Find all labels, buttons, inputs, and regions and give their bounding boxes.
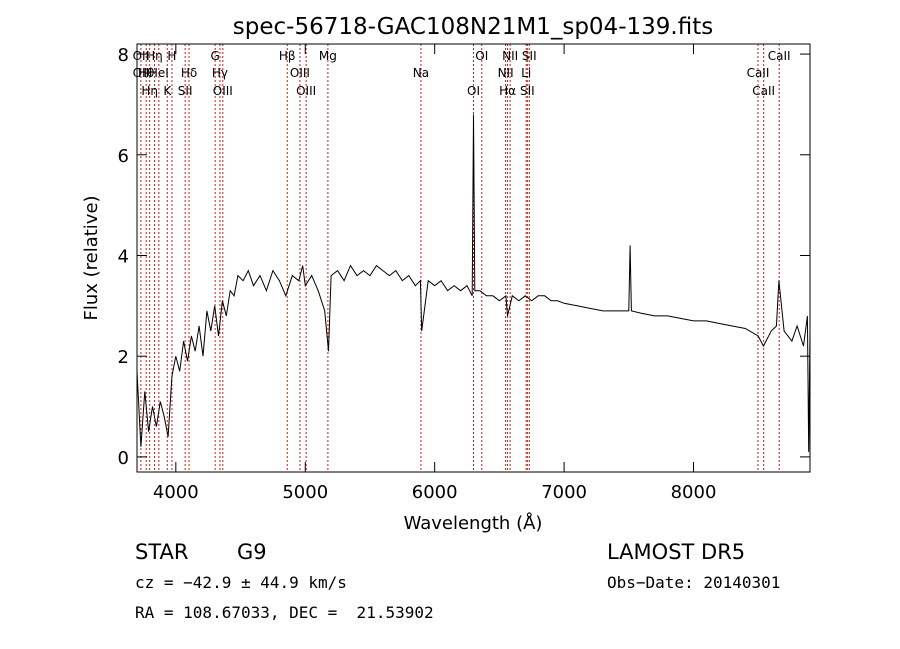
line-label: OIII — [290, 66, 310, 80]
line-label: Hβ — [279, 49, 296, 63]
x-tick-label: 6000 — [412, 482, 458, 503]
coordinates: RA = 108.67033, DEC = 21.53902 — [135, 603, 434, 622]
line-label: Mg — [319, 49, 337, 63]
emission-line-markers — [140, 44, 780, 472]
line-label: NII — [498, 66, 514, 80]
x-tick-label: 8000 — [671, 482, 717, 503]
line-label: OI — [467, 84, 480, 98]
line-label: K — [163, 84, 172, 98]
plot-frame — [136, 43, 811, 473]
line-label: OIII — [296, 84, 316, 98]
survey-name: LAMOST DR5 — [607, 540, 746, 564]
spectrum-line — [136, 114, 811, 452]
line-label: Hγ — [212, 66, 228, 80]
chart-title: spec-56718-GAC108N21M1_sp04-139.fits — [233, 14, 713, 40]
y-tick-label: 6 — [118, 146, 129, 167]
line-label: Hη — [146, 49, 163, 63]
x-tick-label: 5000 — [282, 482, 328, 503]
line-label: CaII — [752, 84, 775, 98]
emission-line-labels: OIIOIIHθHηHηHeIKHHδSIIGHγOIIIHβOIIIOIIIM… — [133, 49, 791, 98]
y-tick-label: 0 — [118, 448, 129, 469]
x-tick-label: 4000 — [153, 482, 199, 503]
line-label: Hη — [141, 84, 158, 98]
y-axis-ticks: 0 2 4 6 8 — [118, 45, 810, 469]
redshift-cz: cz = −42.9 ± 44.9 km/s — [135, 573, 347, 592]
line-label: Na — [413, 66, 429, 80]
line-label: HeI — [149, 66, 169, 80]
y-tick-label: 8 — [118, 45, 129, 66]
y-axis-label: Flux (relative) — [81, 195, 102, 320]
y-tick-label: 4 — [118, 246, 129, 267]
line-label: CaII — [747, 66, 770, 80]
object-type: STAR — [135, 540, 189, 564]
line-label: OIII — [213, 84, 233, 98]
subclass: G9 — [237, 540, 267, 564]
observation-date: Obs−Date: 20140301 — [607, 573, 781, 592]
line-label: Hθ — [138, 66, 154, 80]
y-tick-label: 2 — [118, 347, 129, 368]
x-tick-label: 7000 — [541, 482, 587, 503]
line-label: Hδ — [181, 66, 197, 80]
line-label: Hα — [499, 84, 516, 98]
x-axis-ticks: 4000 5000 6000 7000 8000 — [153, 44, 717, 503]
x-axis-label: Wavelength (Å) — [404, 512, 543, 534]
line-label: H — [167, 49, 176, 63]
line-label: G — [211, 49, 220, 63]
line-label: SII — [520, 84, 535, 98]
line-label: NII — [502, 49, 518, 63]
line-label: OI — [475, 49, 488, 63]
line-label: SII — [522, 49, 537, 63]
line-label: Li — [521, 66, 531, 80]
line-label: SII — [178, 84, 193, 98]
line-label: CaII — [768, 49, 791, 63]
